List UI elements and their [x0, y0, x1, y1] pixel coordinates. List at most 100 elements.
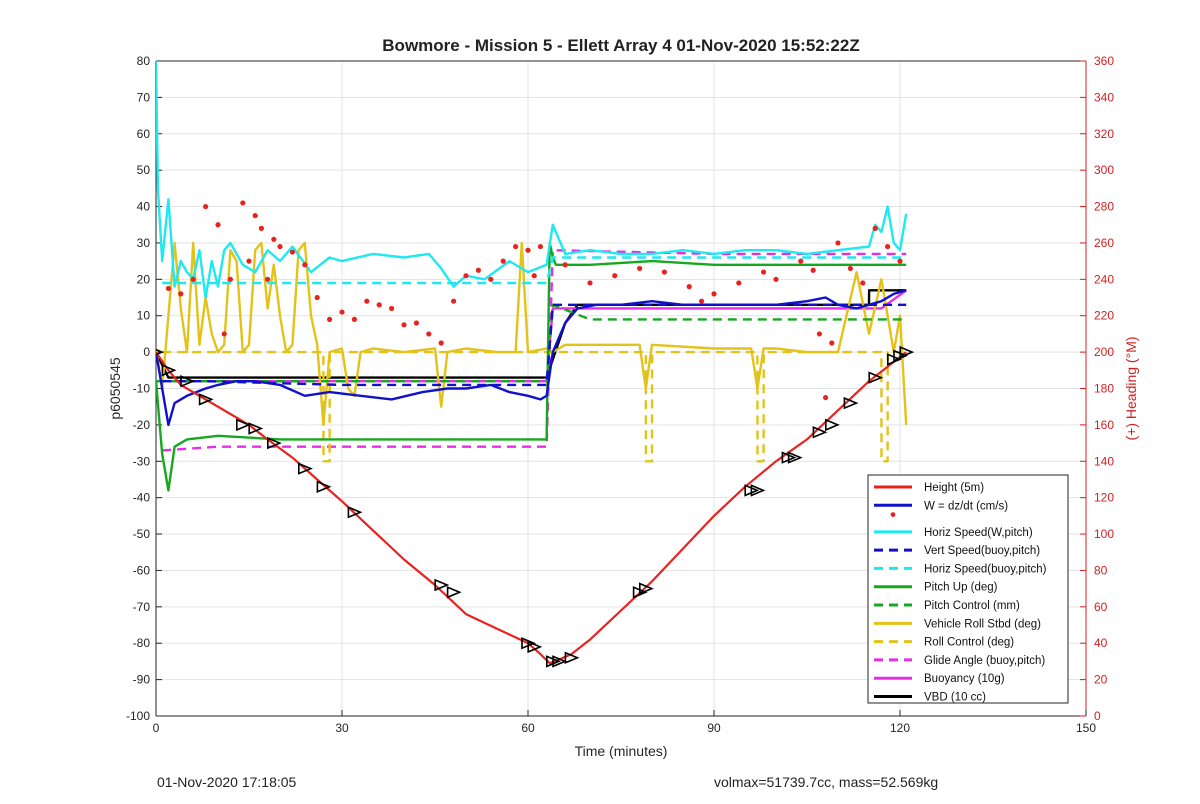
heading-point	[637, 265, 643, 272]
legend-label-11: VBD (10 cc)	[924, 692, 986, 704]
heading-point	[897, 258, 903, 264]
legend: Height (5m) W = dz/dt (cm/s) Horiz Speed(W…	[867, 474, 1069, 704]
heading-point	[699, 298, 705, 304]
height-marker	[527, 640, 543, 654]
heading-point	[339, 309, 345, 315]
heading-point	[265, 276, 271, 282]
y-tick-label: -90	[133, 673, 151, 687]
heading-point	[686, 284, 692, 290]
heading-point	[271, 236, 277, 242]
heading-point	[277, 243, 283, 250]
heading-point	[829, 340, 835, 346]
height-marker	[297, 462, 313, 475]
heading-point	[463, 273, 469, 279]
heading-point	[823, 394, 829, 401]
x-tick-label: 30	[335, 721, 349, 735]
height-marker	[434, 578, 450, 592]
heading-point	[438, 340, 444, 346]
heading-point	[562, 262, 568, 268]
y2-tick-label: 100	[1094, 527, 1114, 541]
heading-point	[240, 200, 246, 206]
heading-point	[513, 243, 519, 250]
y-tick-label: -50	[133, 527, 151, 541]
heading-point	[475, 267, 481, 273]
legend-label-0: Height (5m)	[924, 482, 984, 494]
y2-tick-label: 320	[1094, 127, 1114, 141]
height-marker	[812, 426, 828, 439]
heading-point	[525, 247, 531, 253]
height-marker	[787, 451, 803, 464]
x-tick-label: 60	[521, 721, 535, 735]
heading-point	[835, 240, 841, 246]
heading-point	[531, 273, 537, 279]
heading-point	[258, 225, 264, 231]
y2-tick-label: 120	[1094, 491, 1114, 505]
heading-point	[364, 298, 370, 304]
legend-label-1: W = dz/dt (cm/s)	[924, 500, 1008, 512]
legend-label-6: Pitch Control (mm)	[924, 600, 1020, 612]
height-marker	[266, 436, 282, 450]
y2-tick-label: 260	[1094, 236, 1114, 250]
height-marker	[446, 586, 462, 599]
height-marker	[180, 375, 196, 388]
heading-point	[246, 258, 252, 264]
footer-timestamp: 01-Nov-2020 17:18:05	[157, 774, 297, 790]
y-tick-label: -10	[133, 382, 151, 396]
heading-point	[860, 280, 866, 286]
y-tick-label: -100	[126, 709, 150, 723]
heading-point	[351, 316, 357, 322]
legend-heading-dot	[890, 512, 896, 517]
heading-point	[872, 225, 878, 231]
y-tick-label: 80	[137, 54, 151, 68]
y-tick-label: 10	[137, 309, 151, 323]
height-markers	[156, 345, 915, 668]
heading-point	[612, 273, 618, 279]
y2-tick-label: 200	[1094, 345, 1114, 359]
heading-point	[389, 305, 395, 312]
heading-point	[537, 243, 544, 250]
legend-label-2: Horiz Speed(W,pitch)	[924, 527, 1033, 539]
x-tick-label: 150	[1076, 721, 1096, 735]
legend-box	[867, 474, 1069, 704]
y2-tick-label: 360	[1094, 54, 1114, 68]
heading-point	[798, 258, 804, 264]
heading-point	[587, 280, 593, 286]
x-tick-label: 0	[153, 721, 160, 735]
series-line-6	[156, 303, 907, 383]
heading-point	[413, 320, 419, 326]
y-tick-label: -70	[133, 600, 151, 614]
y2-tick-label: 60	[1094, 600, 1108, 614]
y-tick-label: -30	[133, 454, 151, 468]
height-marker	[161, 364, 177, 377]
series-line-1	[156, 289, 907, 427]
heading-point	[314, 294, 320, 301]
y2-tick-label: 180	[1094, 382, 1114, 396]
x-tick-label: 120	[890, 721, 910, 735]
heading-point	[761, 269, 767, 275]
legend-label-3: Vert Speed(buoy,pitch)	[924, 545, 1040, 557]
heading-point	[376, 302, 382, 308]
height-marker	[248, 422, 264, 435]
x-axis-label: Time (minutes)	[575, 743, 668, 759]
y2-tick-label: 280	[1094, 200, 1114, 214]
legend-label-10: Buoyancy (10g)	[924, 673, 1005, 685]
y2-tick-label: 240	[1094, 272, 1114, 286]
heading-point	[810, 267, 816, 273]
heading-point	[302, 262, 308, 268]
heading-point	[773, 276, 779, 282]
heading-point	[711, 291, 717, 297]
y-tick-label: -40	[133, 491, 151, 505]
y-axis-label: p6050545	[107, 357, 123, 420]
legend-label-5: Pitch Up (deg)	[924, 582, 998, 594]
height-marker	[824, 418, 840, 432]
y-tick-label: -80	[133, 636, 151, 650]
y-tick-label: 20	[137, 272, 151, 286]
height-marker	[316, 480, 332, 493]
chart-title: Bowmore - Mission 5 - Ellett Array 4 01-…	[382, 36, 860, 55]
y2-tick-label: 340	[1094, 90, 1114, 104]
heading-point	[401, 322, 407, 328]
heading-point	[488, 276, 494, 282]
plot-series	[156, 61, 915, 668]
heading-point	[736, 280, 742, 286]
y2-tick-label: 300	[1094, 163, 1114, 177]
